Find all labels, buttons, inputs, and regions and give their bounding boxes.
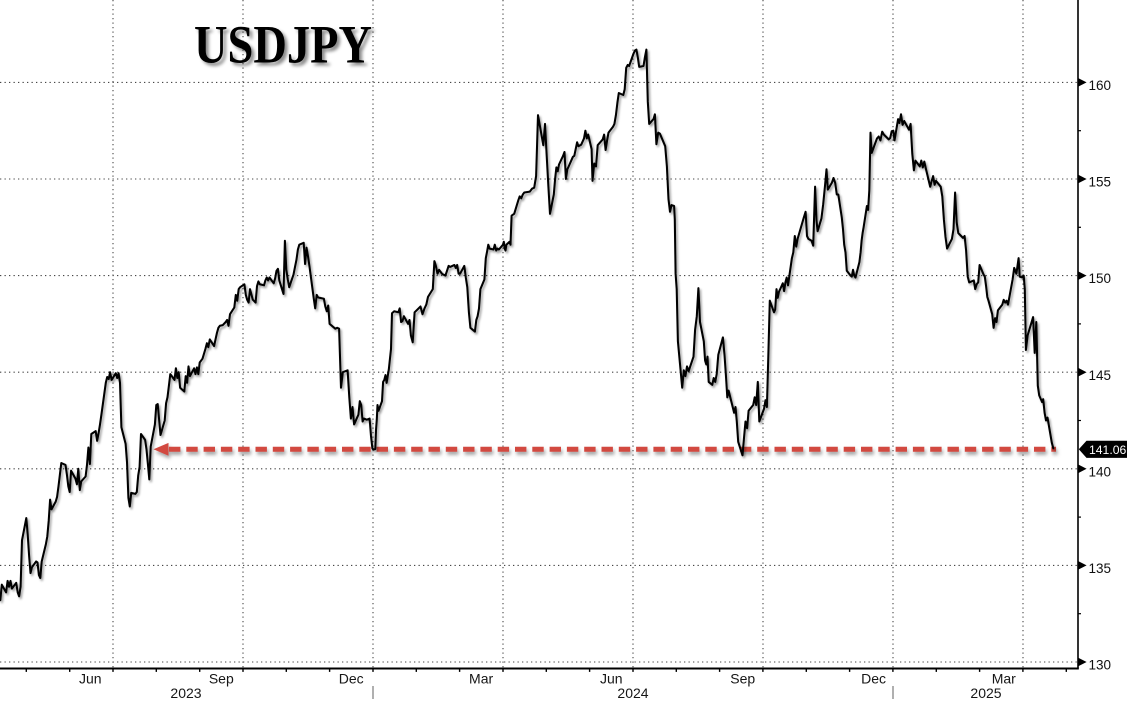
- svg-text:Sep: Sep: [209, 671, 234, 687]
- svg-text:Dec: Dec: [339, 671, 364, 687]
- svg-text:Jun: Jun: [600, 671, 623, 687]
- svg-text:160: 160: [1089, 78, 1112, 93]
- svg-text:2023: 2023: [170, 685, 201, 699]
- svg-text:Jun: Jun: [79, 671, 102, 687]
- svg-text:130: 130: [1089, 658, 1112, 673]
- svg-text:150: 150: [1089, 271, 1112, 286]
- svg-text:2024: 2024: [617, 685, 648, 699]
- svg-text:135: 135: [1089, 561, 1112, 576]
- svg-text:140: 140: [1089, 464, 1112, 479]
- svg-text:Sep: Sep: [730, 671, 755, 687]
- svg-text:141.06: 141.06: [1089, 443, 1126, 457]
- svg-text:Mar: Mar: [469, 671, 493, 687]
- svg-text:155: 155: [1089, 175, 1112, 190]
- svg-text:USDJPY: USDJPY: [194, 15, 372, 75]
- svg-text:145: 145: [1089, 368, 1112, 383]
- svg-text:Mar: Mar: [992, 671, 1016, 687]
- svg-text:Dec: Dec: [861, 671, 886, 687]
- svg-text:2025: 2025: [970, 685, 1001, 699]
